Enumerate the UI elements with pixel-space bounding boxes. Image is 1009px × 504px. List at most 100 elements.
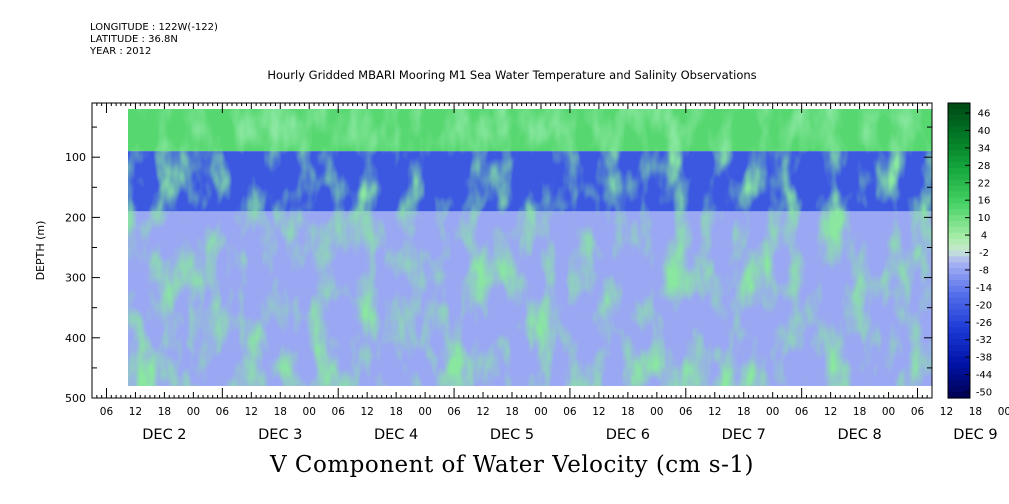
colorbar-swatch [948, 268, 970, 275]
x-tick-label: 18 [969, 406, 982, 418]
x-tick-label: 18 [274, 406, 287, 418]
colorbar-swatch [948, 173, 970, 181]
colorbar-swatch [948, 209, 970, 216]
x-day-label: DEC 9 [953, 427, 997, 443]
colorbar-swatch [948, 197, 970, 204]
colorbar-tick-label: 46 [978, 109, 991, 120]
colorbar-swatch [948, 256, 970, 263]
colorbar-swatch [948, 303, 970, 311]
x-day-label: DEC 2 [142, 427, 186, 443]
x-tick-label: 06 [679, 406, 693, 418]
x-day-label: DEC 4 [374, 427, 418, 443]
colorbar-swatch [948, 132, 970, 139]
velocity-variability-texture [128, 109, 932, 386]
colorbar-swatch [948, 274, 970, 281]
y-tick-label: 200 [65, 211, 86, 224]
colorbar-swatch [948, 232, 970, 240]
x-tick-label: 00 [418, 406, 431, 418]
x-tick-label: 18 [158, 406, 171, 418]
x-tick-label: 12 [245, 406, 258, 418]
x-tick-label: 06 [216, 406, 230, 418]
colorbar-tick-label: -38 [976, 353, 992, 364]
colorbar-tick-label: -2 [979, 248, 989, 259]
x-tick-label: 00 [534, 406, 547, 418]
x-tick-label: 00 [303, 406, 316, 418]
colorbar-swatch [948, 262, 970, 269]
colorbar-swatch [948, 309, 970, 316]
colorbar-swatch [948, 108, 970, 116]
colorbar-tick-label: -8 [979, 265, 989, 276]
colorbar-swatch [948, 144, 970, 151]
x-tick-label: 06 [100, 406, 114, 418]
colorbar-swatch [948, 185, 970, 193]
x-tick-label: 12 [129, 406, 142, 418]
x-tick-label: 06 [447, 406, 461, 418]
x-tick-label: 06 [795, 406, 809, 418]
x-tick-label: 00 [998, 406, 1009, 418]
x-tick-label: 12 [360, 406, 373, 418]
colorbar-swatch [948, 156, 970, 163]
x-tick-label: 18 [389, 406, 402, 418]
latitude-text: LATITUDE : 36.8N [90, 34, 178, 45]
colorbar-swatch [948, 226, 970, 234]
colorbar-swatch [948, 221, 970, 228]
x-tick-label: 18 [853, 406, 866, 418]
x-tick-label: 06 [332, 406, 346, 418]
colorbar-tick-label: -26 [976, 318, 992, 329]
x-tick-label: 12 [476, 406, 489, 418]
colorbar-tick-label: 4 [981, 231, 987, 242]
longitude-text: LONGITUDE : 122W(-122) [90, 22, 218, 33]
colorbar-swatch [948, 392, 970, 399]
x-tick-label: 12 [940, 406, 953, 418]
colorbar-tick-label: -14 [976, 283, 992, 294]
colorbar-swatch [948, 339, 970, 346]
y-tick-label: 100 [65, 151, 86, 164]
colorbar-swatch [948, 203, 970, 210]
colorbar-swatch [948, 238, 970, 246]
x-tick-label: 12 [592, 406, 605, 418]
x-tick-label: 06 [563, 406, 577, 418]
colorbar-frame [947, 102, 971, 399]
x-tick-label: 18 [621, 406, 634, 418]
colorbar-swatch [948, 179, 970, 187]
colorbar-swatch [948, 138, 970, 145]
colorbar-tick-label: -44 [976, 370, 992, 381]
colorbar-swatch [948, 344, 970, 352]
x-tick-label: 12 [708, 406, 721, 418]
x-tick-label: 18 [737, 406, 750, 418]
x-axis-title: V Component of Water Velocity (cm s-1) [270, 452, 754, 478]
colorbar-swatch [948, 356, 970, 364]
x-day-label: DEC 6 [606, 427, 650, 443]
colorbar-tick-label: -32 [976, 335, 992, 346]
colorbar-swatch [948, 250, 970, 257]
colorbar-swatch [948, 215, 970, 222]
colorbar-swatch [948, 350, 970, 358]
colorbar-swatch [948, 291, 970, 299]
colorbar-swatch [948, 297, 970, 305]
colorbar-swatch [948, 114, 970, 122]
chart-title: Hourly Gridded MBARI Mooring M1 Sea Wate… [267, 68, 757, 82]
x-tick-label: 12 [824, 406, 837, 418]
x-day-label: DEC 7 [722, 427, 766, 443]
y-tick-label: 400 [65, 332, 86, 345]
x-tick-label: 00 [650, 406, 663, 418]
colorbar-swatch [948, 103, 970, 110]
colorbar-swatch [948, 333, 970, 340]
colorbar-tick-label: -20 [976, 300, 992, 311]
metadata-block: LONGITUDE : 122W(-122) LATITUDE : 36.8N … [90, 22, 218, 58]
colorbar-swatch [948, 374, 970, 381]
colorbar-swatch [948, 368, 970, 375]
colorbar-swatch [948, 126, 970, 134]
x-day-label: DEC 3 [258, 427, 302, 443]
colorbar-swatch [948, 285, 970, 293]
colorbar-swatch [948, 315, 970, 322]
colorbar-tick-label: 10 [978, 213, 991, 224]
colorbar-tick-label: 40 [978, 126, 991, 137]
colorbar-swatch [948, 362, 970, 370]
y-tick-label: 500 [65, 392, 86, 405]
x-tick-label: 00 [187, 406, 200, 418]
colorbar-tick-label: 28 [978, 161, 991, 172]
colorbar-swatch [948, 327, 970, 334]
colorbar-swatch [948, 386, 970, 393]
